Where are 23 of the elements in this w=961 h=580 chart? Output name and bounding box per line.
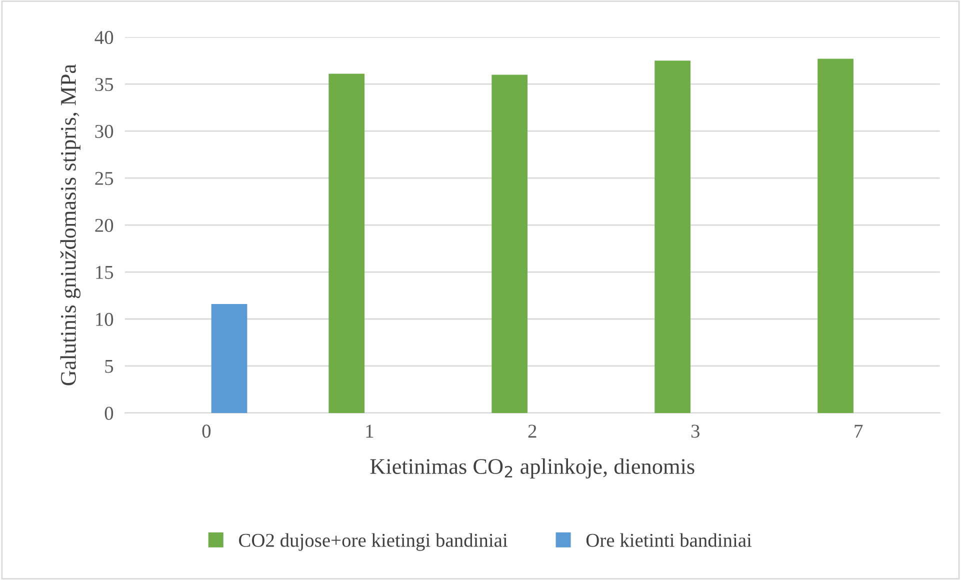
x-tick-label: 7 [854,424,863,438]
x-axis-title: Kietinimas CO$_{2}$ aplinkoje, dienomis [370,458,694,479]
y-tick-label: 15 [96,266,114,279]
x-tick-label: 3 [691,424,700,438]
y-tick-label: 0 [104,406,114,420]
bar [654,60,690,413]
y-axis-title: Galutinis gniuždomasis stipris, MPa [60,64,80,386]
bar [492,74,528,413]
x-tick-label: 0 [202,424,211,438]
legend-label: Ore kietinti bandiniai [586,533,752,547]
bar [328,74,365,413]
y-tick-label: 10 [96,312,114,326]
bar [211,304,248,413]
x-tick-label: 2 [528,424,536,438]
legend-label: CO2 dujose+ore kietingi bandiniai [239,533,508,551]
x-tick-label: 1 [366,424,374,438]
y-tick-label: 20 [95,218,114,232]
y-tick-label: 5 [105,360,114,373]
y-tick-label: 30 [95,124,114,138]
bar [818,58,854,413]
y-tick-label: 35 [95,78,114,92]
y-tick-label: 40 [94,30,114,44]
y-tick-label: 25 [95,172,114,185]
